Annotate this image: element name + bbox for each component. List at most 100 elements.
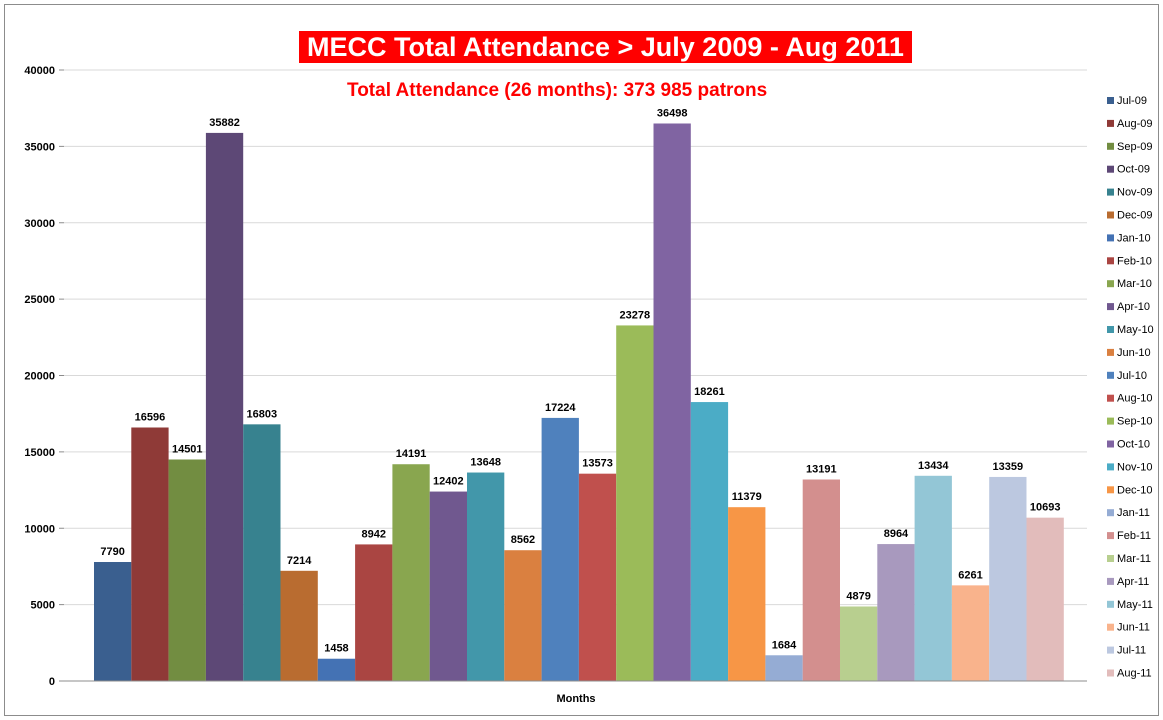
legend-swatch	[1107, 348, 1114, 356]
legend-entry: Jun-10	[1117, 347, 1151, 359]
data-label: 23278	[620, 309, 651, 321]
data-label: 8562	[511, 534, 535, 546]
legend-swatch	[1107, 577, 1114, 585]
bar	[467, 472, 505, 681]
bar	[280, 570, 318, 681]
legend-entry: Oct-09	[1117, 164, 1150, 176]
legend-entry: Jan-11	[1117, 507, 1150, 519]
chart-subtitle: Total Attendance (26 months): 373 985 pa…	[347, 80, 768, 101]
bar	[877, 544, 915, 681]
chart-title: MECC Total Attendance > July 2009 - Aug …	[299, 31, 912, 63]
data-label: 13648	[470, 457, 501, 469]
bar	[392, 464, 430, 681]
legend-swatch	[1107, 463, 1114, 471]
bar	[840, 606, 878, 681]
data-labels: 7790 16596 14501 35882 16803 7214 1458 8942 1419…	[100, 107, 1060, 654]
legend-entry: Nov-09	[1117, 187, 1152, 199]
bar	[94, 562, 132, 681]
bar	[951, 585, 990, 681]
y-tick-label: 30000	[24, 218, 55, 230]
data-label: 6261	[958, 569, 982, 581]
legend-entry: Apr-10	[1117, 301, 1150, 313]
legend-entry: Jul-11	[1117, 645, 1146, 657]
y-tick-label: 5000	[31, 600, 55, 612]
bar	[616, 325, 654, 681]
legend-swatch	[1107, 623, 1114, 631]
legend-swatch	[1107, 486, 1114, 494]
y-axis-ticks: 0 5000 10000 15000 20000 25000 30000 35000 40000	[24, 65, 64, 688]
legend-entry: Aug-11	[1117, 668, 1152, 680]
y-tick-label: 40000	[24, 65, 55, 77]
data-label: 13573	[582, 458, 613, 470]
legend-entry: Oct-10	[1117, 439, 1150, 451]
legend-entry: Nov-10	[1117, 461, 1152, 473]
legend-swatch	[1107, 371, 1114, 379]
bar	[653, 123, 691, 682]
legend-entry: Sep-10	[1117, 416, 1152, 428]
legend-swatch	[1107, 669, 1114, 677]
legend-swatch	[1107, 97, 1114, 104]
legend-entry: Mar-11	[1117, 553, 1151, 565]
data-label: 14191	[396, 448, 427, 460]
bar	[131, 427, 169, 681]
legend-entry: Feb-11	[1117, 530, 1151, 542]
data-label: 4879	[846, 590, 870, 602]
data-label: 11379	[732, 491, 762, 503]
legend-swatch	[1107, 257, 1114, 265]
legend-swatch	[1107, 532, 1114, 540]
data-label: 8942	[362, 528, 386, 540]
data-label: 16803	[247, 408, 278, 420]
bars	[94, 123, 1064, 682]
legend-swatch	[1107, 211, 1114, 219]
y-tick-label: 25000	[24, 294, 55, 306]
data-label: 14501	[172, 443, 203, 455]
legend-entry: Dec-10	[1117, 484, 1152, 496]
bar	[504, 550, 542, 681]
bar	[690, 402, 729, 681]
data-label: 8964	[884, 528, 909, 540]
bar	[317, 658, 356, 681]
data-label: 13191	[806, 464, 837, 476]
legend-entry: Jun-11	[1117, 622, 1150, 634]
y-tick-label: 0	[49, 676, 55, 688]
bar	[541, 417, 579, 681]
bar	[429, 491, 467, 681]
legend-swatch	[1107, 646, 1114, 654]
bar	[578, 473, 617, 681]
bar	[243, 424, 281, 681]
bar	[728, 507, 766, 681]
data-label: 13359	[993, 461, 1024, 473]
data-label: 13434	[918, 460, 949, 472]
legend-swatch	[1107, 142, 1114, 150]
y-tick-label: 20000	[24, 371, 55, 383]
data-label: 10693	[1030, 502, 1061, 514]
bar	[205, 132, 244, 681]
legend-entry: May-11	[1117, 599, 1153, 611]
data-label: 1458	[324, 643, 348, 655]
data-label: 18261	[694, 386, 725, 398]
data-label: 35882	[209, 117, 240, 129]
legend-swatch	[1107, 165, 1114, 173]
legend: Jul-09 Aug-09 Sep-09 Oct-09 Nov-09 Dec-09 Jan-…	[1107, 95, 1154, 680]
legend-swatch	[1107, 234, 1114, 242]
bar	[914, 475, 952, 681]
legend-entry: Dec-09	[1117, 210, 1152, 222]
legend-swatch	[1107, 600, 1114, 608]
bar	[1026, 517, 1064, 681]
legend-entry: May-10	[1117, 324, 1154, 336]
bar	[355, 544, 393, 681]
legend-swatch	[1107, 303, 1114, 311]
y-tick-label: 10000	[24, 523, 55, 535]
data-label: 17224	[545, 402, 576, 414]
legend-swatch	[1107, 188, 1114, 196]
bar	[802, 479, 840, 681]
legend-swatch	[1107, 509, 1114, 517]
data-label: 16596	[135, 411, 166, 423]
legend-entry: Mar-10	[1117, 278, 1152, 290]
legend-entry: Sep-09	[1117, 141, 1152, 153]
legend-swatch	[1107, 394, 1114, 402]
y-tick-label: 35000	[24, 141, 55, 153]
legend-entry: Apr-11	[1117, 576, 1149, 588]
legend-entry: Jul-09	[1117, 95, 1147, 107]
